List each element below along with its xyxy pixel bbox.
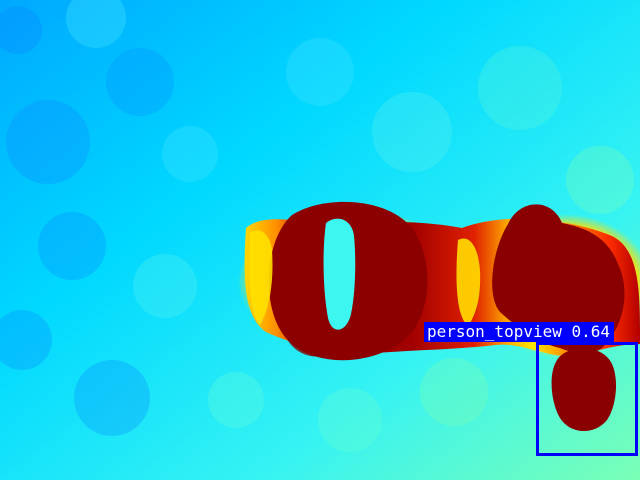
yellow-edge-left <box>249 230 273 325</box>
dark-red-person-head <box>551 348 617 432</box>
ring-inner-hole <box>323 218 356 330</box>
detection-label: person_topview 0.64 <box>424 322 615 342</box>
dark-red-person-mass <box>492 204 625 354</box>
lower-left-noise <box>287 339 324 357</box>
detection-bounding-box <box>536 342 638 456</box>
yellow-edge-center <box>456 238 481 326</box>
background-texture <box>0 0 634 452</box>
